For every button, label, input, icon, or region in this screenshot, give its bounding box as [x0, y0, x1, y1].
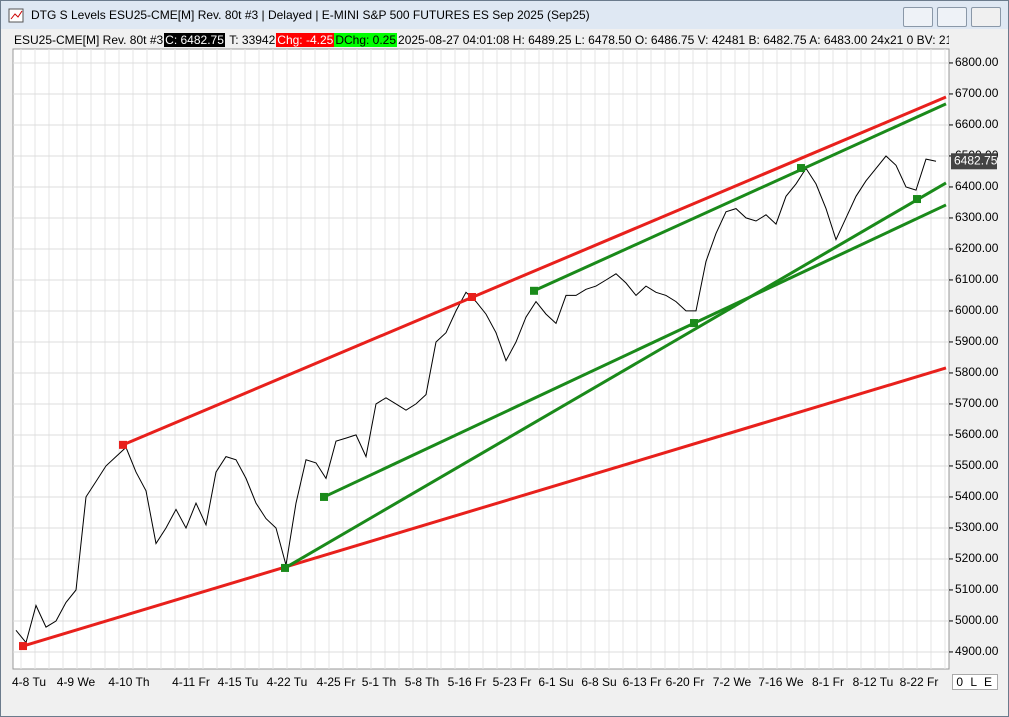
x-tick-label: 8-22 Fr — [900, 675, 939, 689]
y-tick-label: 6100.00 — [955, 272, 999, 286]
x-tick-label: 7-2 We — [713, 675, 752, 689]
marker — [468, 293, 476, 301]
y-tick-label: 5400.00 — [955, 489, 999, 503]
x-tick-label: 5-23 Fr — [493, 675, 532, 689]
x-tick-label: 4-15 Tu — [218, 675, 259, 689]
change: Chg: -4.25 — [276, 33, 335, 47]
trendline — [533, 102, 947, 293]
tick-count: T: 33942 — [229, 33, 276, 47]
y-tick-label: 4900.00 — [955, 644, 999, 658]
trendline — [323, 203, 947, 499]
maximize-button[interactable] — [937, 7, 967, 27]
y-tick-label: 5700.00 — [955, 396, 999, 410]
details: 2025-08-27 04:01:08 H: 6489.25 L: 6478.5… — [398, 33, 949, 47]
y-tick-label: 5300.00 — [955, 520, 999, 534]
trendline — [122, 95, 947, 447]
marker — [797, 164, 805, 173]
trendline — [284, 181, 947, 570]
x-tick-label: 8-12 Tu — [853, 675, 894, 689]
y-tick-label: 5900.00 — [955, 334, 999, 348]
close-button[interactable] — [971, 7, 1001, 27]
x-tick-label: 5-16 Fr — [448, 675, 487, 689]
trendline — [22, 366, 947, 648]
x-tick-label: 6-8 Su — [581, 675, 616, 689]
y-tick-label: 5500.00 — [955, 458, 999, 472]
marker — [119, 440, 127, 449]
x-tick-label: 8-1 Fr — [812, 675, 844, 689]
y-tick-label: 6600.00 — [955, 117, 999, 131]
x-tick-label: 5-8 Th — [405, 675, 439, 689]
price-line — [15, 155, 937, 644]
last-price-box — [951, 153, 997, 170]
window-title: DTG S Levels ESU25-CME[M] Rev. 80t #3 | … — [31, 8, 590, 22]
close-price: C: 6482.75 — [164, 33, 225, 47]
y-tick-label: 5600.00 — [955, 427, 999, 441]
minimize-button[interactable] — [903, 7, 933, 27]
marker — [281, 563, 289, 572]
y-tick-label: 5000.00 — [955, 613, 999, 627]
y-tick-label: 6200.00 — [955, 241, 999, 255]
x-tick-label: 4-9 We — [57, 675, 96, 689]
y-tick-label: 5100.00 — [955, 582, 999, 596]
y-tick-label: 6700.00 — [955, 86, 999, 100]
marker — [320, 492, 328, 501]
plot-area — [12, 48, 950, 670]
daily-change: DChg: 0.25 — [334, 33, 398, 47]
x-tick-label: 4-22 Tu — [267, 675, 308, 689]
x-tick-label: 4-8 Tu — [12, 675, 46, 689]
x-tick-label: 7-16 We — [758, 675, 803, 689]
x-tick-label: 4-10 Th — [108, 675, 149, 689]
y-tick-label: 5800.00 — [955, 365, 999, 379]
last-price-label: 6482.75 — [954, 153, 998, 167]
status-box: 0 L E — [952, 674, 998, 690]
y-tick-label: 6300.00 — [955, 210, 999, 224]
x-tick-label: 6-13 Fr — [623, 675, 662, 689]
y-tick-label: 6400.00 — [955, 179, 999, 193]
x-tick-label: 6-20 Fr — [666, 675, 705, 689]
y-tick-label: 6800.00 — [955, 55, 999, 69]
x-tick-label: 4-25 Fr — [317, 675, 356, 689]
symbol: ESU25-CME[M] Rev. 80t #3 — [14, 33, 164, 47]
marker — [19, 642, 27, 651]
title-bar: DTG S Levels ESU25-CME[M] Rev. 80t #3 | … — [1, 1, 1008, 29]
info-bar: ESU25-CME[M] Rev. 80t #3 C: 6482.75 T: 33… — [13, 33, 949, 48]
y-tick-label: 5200.00 — [955, 551, 999, 565]
x-tick-label: 4-11 Fr — [172, 675, 210, 689]
marker — [690, 319, 698, 328]
x-tick-label: 6-1 Su — [538, 675, 573, 689]
marker — [913, 195, 921, 204]
marker — [530, 286, 538, 295]
y-tick-label: 6000.00 — [955, 303, 999, 317]
app-icon — [8, 8, 24, 23]
x-tick-label: 5-1 Th — [362, 675, 396, 689]
